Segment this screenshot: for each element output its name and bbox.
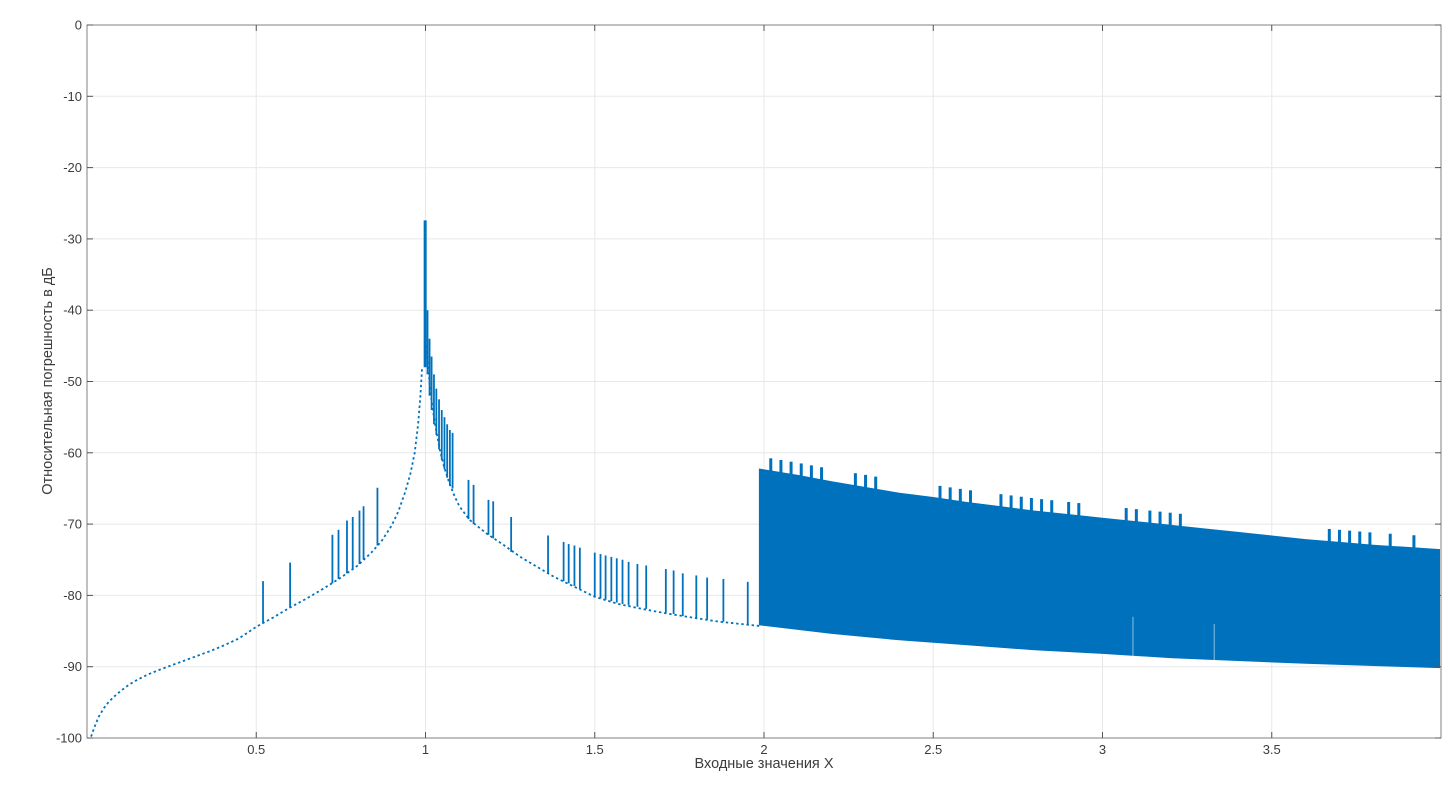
band-spike [789, 461, 793, 476]
band-spike [1009, 495, 1013, 510]
x-tick-label: 1.5 [586, 742, 604, 757]
band-spike [1168, 512, 1172, 527]
band-spike [1050, 500, 1054, 515]
y-axis-label: Относительная погрешность в дБ [40, 267, 56, 495]
y-tick-label: -10 [63, 89, 82, 104]
band-spike [1327, 528, 1331, 544]
band-spike [1358, 531, 1362, 546]
y-tick-label: -90 [63, 659, 82, 674]
x-tick-label: 0.5 [247, 742, 265, 757]
band-spike [1178, 513, 1182, 528]
band-spike [1029, 498, 1033, 513]
band-spike [1040, 499, 1044, 514]
band-spike [769, 458, 773, 473]
band-spike [799, 463, 803, 478]
band-spike [864, 474, 868, 490]
x-axis-label: Входные значения X [694, 756, 834, 772]
band-spike [809, 465, 813, 480]
band-spike [938, 485, 942, 501]
y-tick-label: -20 [63, 160, 82, 175]
x-tick-label: 3 [1099, 742, 1106, 757]
band-spike [948, 487, 952, 502]
x-tick-label: 1 [422, 742, 429, 757]
band-spike [779, 459, 783, 475]
x-tick-label: 2.5 [924, 742, 942, 757]
y-tick-label: -70 [63, 517, 82, 532]
x-tick-label: 3.5 [1263, 742, 1281, 757]
band-spike [968, 490, 972, 505]
band-spike [958, 488, 962, 503]
band-spike [1348, 530, 1352, 545]
band-spike [999, 494, 1003, 509]
band-spike [874, 476, 878, 491]
band-spike [1134, 509, 1138, 524]
y-tick-label: 0 [75, 18, 82, 33]
band-spike [1124, 508, 1128, 523]
y-tick-label: -60 [63, 445, 82, 460]
band-spike [1337, 529, 1341, 544]
band-spike [1388, 533, 1392, 548]
error-curve [426, 345, 761, 627]
band-spike [1412, 535, 1416, 550]
band-spike [1368, 532, 1372, 547]
band-spike [1158, 511, 1162, 526]
band-spike [1019, 496, 1023, 511]
band-spike [853, 473, 857, 488]
band-spike [1067, 501, 1071, 517]
y-tick-label: -100 [56, 731, 82, 746]
y-tick-label: -50 [63, 374, 82, 389]
band-spike [1077, 503, 1081, 518]
error-band [758, 468, 1440, 669]
band-spike [1148, 510, 1152, 525]
band-spike [820, 467, 824, 482]
x-tick-label: 2 [760, 742, 767, 757]
y-tick-label: -30 [63, 231, 82, 246]
y-tick-label: -80 [63, 588, 82, 603]
y-tick-label: -40 [63, 303, 82, 318]
